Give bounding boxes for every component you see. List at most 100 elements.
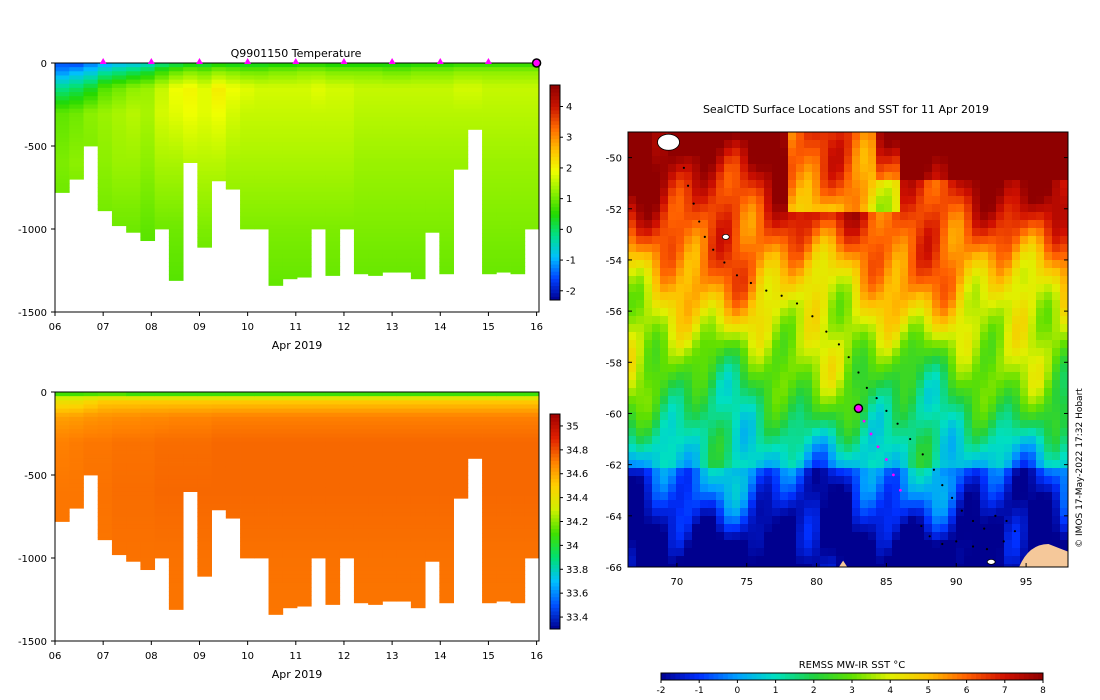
sst-map-panel: SealCTD Surface Locations and SST for 11… xyxy=(606,103,1085,696)
sst-cell xyxy=(676,244,685,253)
y-tick-label: -500 xyxy=(24,142,47,153)
heatmap-cell xyxy=(325,499,341,505)
heatmap-cell xyxy=(453,96,469,101)
sst-cell xyxy=(852,284,861,293)
heatmap-cell xyxy=(297,258,312,263)
sst-cell xyxy=(764,204,773,213)
heatmap-cell xyxy=(439,170,454,176)
sst-cell xyxy=(804,308,813,317)
heatmap-cell xyxy=(126,437,141,443)
sst-cell xyxy=(1020,308,1029,317)
heatmap-cell xyxy=(439,562,454,567)
heatmap-cell xyxy=(382,587,398,592)
heatmap-cell xyxy=(439,121,454,126)
heatmap-cell xyxy=(396,170,412,176)
heatmap-cell xyxy=(368,553,383,559)
sst-cell xyxy=(948,404,957,413)
heatmap-cell xyxy=(126,441,141,447)
heatmap-cell xyxy=(97,499,113,505)
heatmap-cell xyxy=(83,470,99,476)
heatmap-cell xyxy=(382,433,398,439)
sst-cell xyxy=(1060,188,1069,197)
heatmap-cell xyxy=(197,71,212,76)
heatmap-cell xyxy=(339,479,355,484)
colorbar-segment xyxy=(550,192,560,197)
sst-cell xyxy=(676,212,685,221)
heatmap-cell xyxy=(111,100,127,105)
heatmap-cell xyxy=(439,462,454,468)
heatmap-cell xyxy=(297,63,312,68)
sst-cell xyxy=(756,236,765,245)
heatmap-cell xyxy=(353,541,369,546)
heatmap-cell xyxy=(467,116,483,122)
heatmap-cell xyxy=(524,549,540,555)
heatmap-cell xyxy=(111,79,127,85)
heatmap-cell xyxy=(482,183,497,188)
heatmap-cell xyxy=(254,125,269,130)
sst-cell xyxy=(1020,356,1029,365)
heatmap-cell xyxy=(111,520,127,526)
sst-cell xyxy=(900,132,909,141)
sst-cell xyxy=(740,252,749,261)
sst-cell xyxy=(972,316,981,325)
colorbar-segment xyxy=(550,285,560,290)
heatmap-cell xyxy=(439,524,454,530)
sst-cell xyxy=(1004,292,1013,301)
heatmap-cell xyxy=(282,133,298,139)
sst-cell xyxy=(980,188,989,197)
heatmap-cell xyxy=(111,191,127,197)
heatmap-cell xyxy=(140,553,156,559)
heatmap-cell xyxy=(368,224,383,230)
heatmap-cell xyxy=(126,146,141,151)
sst-cell xyxy=(660,300,669,309)
heatmap-cell xyxy=(97,524,113,530)
heatmap-cell xyxy=(297,520,312,526)
sst-cell xyxy=(652,180,661,189)
heatmap-cell xyxy=(140,175,156,180)
sst-cell xyxy=(836,204,845,213)
sst-cell xyxy=(828,372,837,381)
sst-cell xyxy=(716,292,725,301)
heatmap-cell xyxy=(496,224,511,230)
sst-cell xyxy=(668,348,677,357)
heatmap-cell xyxy=(496,537,511,542)
heatmap-cell xyxy=(482,483,497,488)
heatmap-cell xyxy=(268,100,284,105)
heatmap-cell xyxy=(368,570,383,575)
sst-cell xyxy=(804,268,813,277)
heatmap-cell xyxy=(524,191,540,197)
sst-cell xyxy=(668,260,677,269)
sst-cell xyxy=(1052,372,1061,381)
heatmap-cell xyxy=(496,183,511,188)
heatmap-cell xyxy=(154,416,170,422)
sst-cell xyxy=(1004,180,1013,189)
heatmap-cell xyxy=(339,224,355,230)
colorbar-segment xyxy=(550,249,560,254)
sst-cell xyxy=(852,388,861,397)
colorbar-segment xyxy=(550,138,560,143)
sst-cell xyxy=(772,300,781,309)
heatmap-cell xyxy=(482,79,497,85)
sst-cell xyxy=(1052,284,1061,293)
sst-cell xyxy=(1012,308,1021,317)
sst-cell xyxy=(708,268,717,277)
sst-cell xyxy=(1052,180,1061,189)
sst-cell xyxy=(1020,388,1029,397)
heatmap-cell xyxy=(524,429,540,434)
sst-cell xyxy=(996,172,1005,181)
sst-cell xyxy=(964,372,973,381)
sst-cell xyxy=(860,276,869,285)
heatmap-cell xyxy=(297,75,312,80)
sst-cell xyxy=(996,276,1005,285)
heatmap-cell xyxy=(510,150,526,155)
sst-cell xyxy=(892,348,901,357)
heatmap-cell xyxy=(353,466,369,472)
heatmap-cell xyxy=(311,454,326,459)
heatmap-cell xyxy=(382,541,398,546)
heatmap-cell xyxy=(268,570,284,575)
heatmap-cell xyxy=(211,412,227,418)
sst-cell xyxy=(1028,380,1037,389)
heatmap-cell xyxy=(126,512,141,517)
colorbar-segment xyxy=(550,568,560,573)
heatmap-cell xyxy=(311,83,326,89)
